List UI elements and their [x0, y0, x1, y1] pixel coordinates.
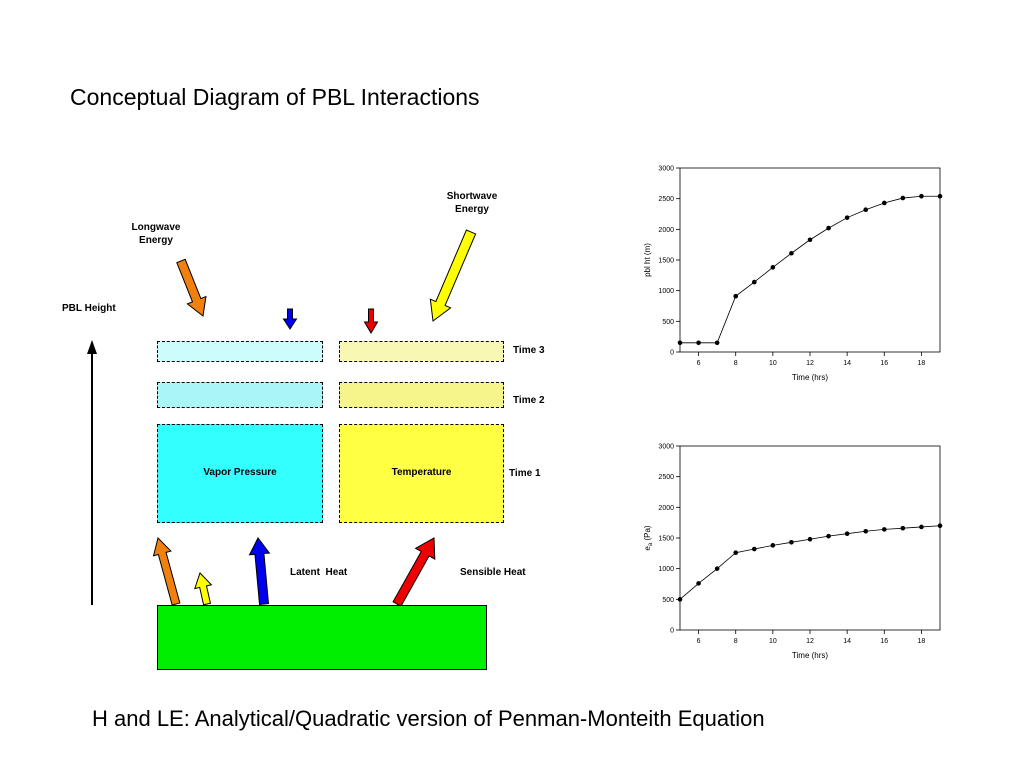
data-point [826, 225, 831, 231]
shortwave-energy-label: Shortwave Energy [446, 191, 498, 215]
sensible-heat-label: Sensible Heat [460, 567, 526, 578]
temperature-time3-box [339, 341, 504, 362]
shortwave-reflected-arrow [194, 572, 213, 606]
plot-frame [679, 167, 941, 353]
y-tick-label: 500 [662, 597, 674, 604]
latent-heat-arrow [248, 537, 271, 605]
data-point [714, 566, 720, 571]
data-point [844, 531, 850, 537]
y-tick-label: 2500 [658, 474, 674, 481]
data-point [696, 340, 701, 346]
vapor-pressure-label: Vapor Pressure [203, 467, 277, 478]
data-point [770, 543, 776, 548]
y-tick-label: 2000 [658, 227, 674, 234]
heat-entrainment-arrow [363, 308, 379, 334]
x-tick-label: 18 [918, 638, 926, 645]
data-point [751, 279, 757, 285]
data-point [733, 550, 739, 556]
ground-surface [157, 605, 487, 670]
data-point [900, 195, 906, 201]
data-point [919, 193, 924, 199]
y-tick-label: 3000 [658, 444, 674, 451]
x-tick-label: 6 [697, 638, 701, 645]
data-point [714, 340, 720, 346]
data-point [919, 524, 924, 530]
time3-label: Time 3 [513, 345, 545, 356]
time1-label: Time 1 [509, 468, 541, 479]
x-tick-label: 8 [734, 638, 738, 645]
series-line [679, 525, 941, 600]
x-tick-label: 18 [918, 360, 926, 367]
data-point [900, 525, 906, 531]
y-tick-label: 0 [670, 350, 674, 357]
x-tick-label: 12 [806, 360, 814, 367]
vapor-pressure-time2-box [157, 382, 323, 408]
shortwave-incoming-arrow [429, 229, 477, 322]
temperature-label: Temperature [391, 467, 452, 478]
vapor-entrainment-arrow [282, 308, 298, 330]
temperature-time2-box [339, 382, 504, 408]
latent-heat-label: Latent Heat [290, 567, 348, 578]
longwave-incoming-arrow [176, 258, 207, 317]
y-tick-label: 2500 [658, 196, 674, 203]
pbl-height-chart: 0 500 1000 1500 2000 2500 3000 6 8 10 12 14 16 18 Time… [643, 166, 943, 382]
x-tick-label: 16 [880, 360, 888, 367]
data-point [881, 200, 887, 206]
data-point [789, 539, 794, 545]
y-tick-label: 1000 [658, 566, 674, 573]
pbl-height-axis-arrowhead [87, 340, 97, 354]
longwave-energy-label: Longwave Energy [131, 222, 181, 246]
data-point [826, 533, 831, 539]
y-tick-label: 1500 [658, 536, 674, 543]
x-tick-label: 12 [806, 638, 814, 645]
x-tick-label: 6 [697, 360, 701, 367]
page-title: Conceptual Diagram of PBL Interactions [70, 84, 480, 110]
data-point [937, 523, 943, 529]
y-axis-label: ea (Pa) [643, 525, 654, 550]
x-tick-label: 14 [843, 638, 851, 645]
x-axis-label: Time (hrs) [792, 373, 828, 382]
data-point [677, 340, 683, 346]
data-point [807, 536, 813, 542]
y-tick-label: 500 [662, 319, 674, 326]
sensible-heat-arrow [392, 537, 436, 607]
footer-caption: H and LE: Analytical/Quadratic version o… [92, 706, 765, 731]
temperature-time1-box: Temperature [339, 424, 504, 523]
data-point [863, 528, 869, 534]
pbl-height-label: PBL Height [62, 303, 116, 314]
x-tick-label: 16 [880, 638, 888, 645]
vapor-pressure-time1-box: Vapor Pressure [157, 424, 323, 523]
data-point [807, 237, 813, 243]
y-tick-label: 3000 [658, 166, 674, 173]
data-point [770, 265, 776, 270]
vapor-pressure-chart: 0 500 1000 1500 2000 2500 3000 6 8 10 12 14 16 18 Time… [643, 444, 943, 660]
y-axis-label: pbl ht (m) [643, 243, 652, 277]
data-point [789, 250, 794, 256]
data-point [937, 193, 943, 199]
data-point [751, 546, 757, 552]
y-tick-label: 1000 [658, 288, 674, 295]
y-tick-label: 1500 [658, 258, 674, 265]
time2-label: Time 2 [513, 395, 545, 406]
data-point [677, 597, 683, 602]
y-tick-label: 2000 [658, 505, 674, 512]
data-point [696, 581, 701, 586]
x-axis-label: Time (hrs) [792, 651, 828, 660]
data-point [733, 293, 739, 299]
vapor-pressure-time3-box [157, 341, 323, 362]
data-point [863, 207, 869, 213]
longwave-outgoing-arrow [152, 537, 181, 606]
data-point [844, 215, 850, 220]
x-tick-label: 10 [769, 638, 777, 645]
x-tick-label: 10 [769, 360, 777, 367]
series-line [680, 195, 940, 344]
x-tick-label: 14 [843, 360, 851, 367]
y-tick-label: 0 [670, 628, 674, 635]
x-tick-label: 8 [734, 360, 738, 367]
data-point [881, 527, 887, 532]
